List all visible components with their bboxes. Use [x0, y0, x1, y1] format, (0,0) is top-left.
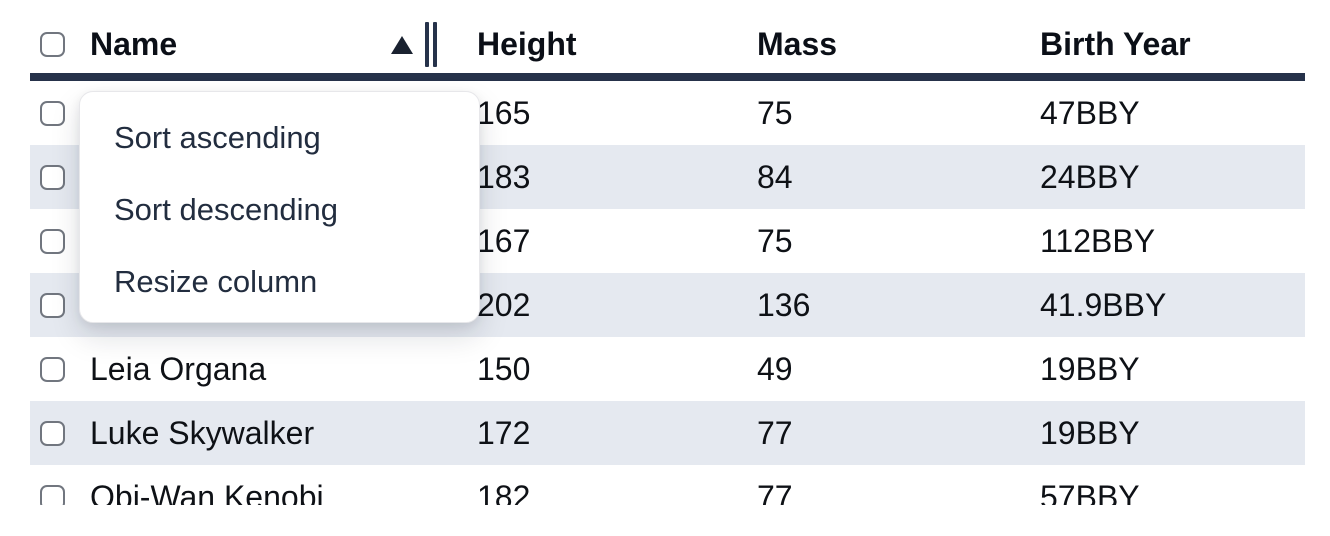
row-checkbox[interactable] — [40, 292, 65, 318]
menu-item-sort-ascending[interactable]: Sort ascending — [114, 120, 321, 155]
data-table: Name Height Mass Birth Year 165 75 47BBY… — [30, 0, 1305, 505]
menu-item-sort-descending[interactable]: Sort descending — [114, 192, 339, 227]
cell-birth-year: 19BBY — [1040, 414, 1140, 451]
column-header-height[interactable]: Height — [477, 26, 577, 62]
column-header-name[interactable]: Name — [90, 22, 477, 67]
row-checkbox[interactable] — [40, 228, 65, 254]
cell-birth-year: 41.9BBY — [1040, 286, 1167, 323]
table-header-row: Name Height Mass Birth Year — [30, 0, 1305, 81]
select-all-checkbox[interactable] — [40, 32, 65, 57]
row-checkbox[interactable] — [40, 484, 65, 505]
cell-name: Luke Skywalker — [90, 414, 315, 451]
cell-height: 150 — [477, 350, 531, 387]
sort-ascending-icon — [391, 35, 413, 54]
column-resize-handle-icon[interactable] — [425, 22, 437, 67]
column-header-name-label: Name — [90, 26, 178, 62]
cell-height: 172 — [477, 414, 531, 451]
cell-height: 183 — [477, 158, 531, 195]
cell-mass: 75 — [757, 94, 793, 131]
cell-name: Leia Organa — [90, 350, 267, 387]
cell-height: 167 — [477, 222, 531, 259]
cell-mass: 84 — [757, 158, 793, 195]
row-checkbox[interactable] — [40, 356, 65, 382]
cell-name: Obi-Wan Kenobi — [90, 478, 324, 506]
cell-birth-year: 19BBY — [1040, 350, 1140, 387]
row-checkbox[interactable] — [40, 164, 65, 190]
column-header-mass[interactable]: Mass — [757, 26, 838, 62]
menu-item-resize-column[interactable]: Resize column — [114, 264, 318, 299]
cell-mass: 77 — [757, 478, 793, 506]
cell-mass: 136 — [757, 286, 811, 323]
cell-birth-year: 57BBY — [1040, 478, 1140, 506]
table-viewport: Name Height Mass Birth Year 165 75 47BBY… — [30, 0, 1305, 505]
row-checkbox[interactable] — [40, 420, 65, 446]
cell-mass: 49 — [757, 350, 793, 387]
row-checkbox[interactable] — [40, 100, 65, 126]
table-row: Luke Skywalker 172 77 19BBY — [30, 401, 1305, 465]
cell-mass: 75 — [757, 222, 793, 259]
cell-birth-year: 112BBY — [1040, 222, 1156, 259]
cell-mass: 77 — [757, 414, 793, 451]
table-row: Obi-Wan Kenobi 182 77 57BBY — [30, 465, 1305, 505]
table-row: 202 136 41.9BBY — [30, 273, 1305, 337]
cell-birth-year: 47BBY — [1040, 94, 1140, 131]
column-header-birth-year[interactable]: Birth Year — [1040, 26, 1191, 62]
cell-height: 165 — [477, 94, 531, 131]
table-row: Leia Organa 150 49 19BBY — [30, 337, 1305, 401]
table-row: 167 75 112BBY — [30, 209, 1305, 273]
column-context-menu: Sort ascending Sort descending Resize co… — [79, 91, 480, 323]
cell-height: 202 — [477, 286, 531, 323]
cell-height: 182 — [477, 478, 531, 506]
cell-birth-year: 24BBY — [1040, 158, 1140, 195]
table-row: 165 75 47BBY — [30, 81, 1305, 145]
select-all-cell — [30, 32, 90, 57]
table-body: 165 75 47BBY 183 84 24BBY 167 75 112BBY — [30, 81, 1305, 505]
